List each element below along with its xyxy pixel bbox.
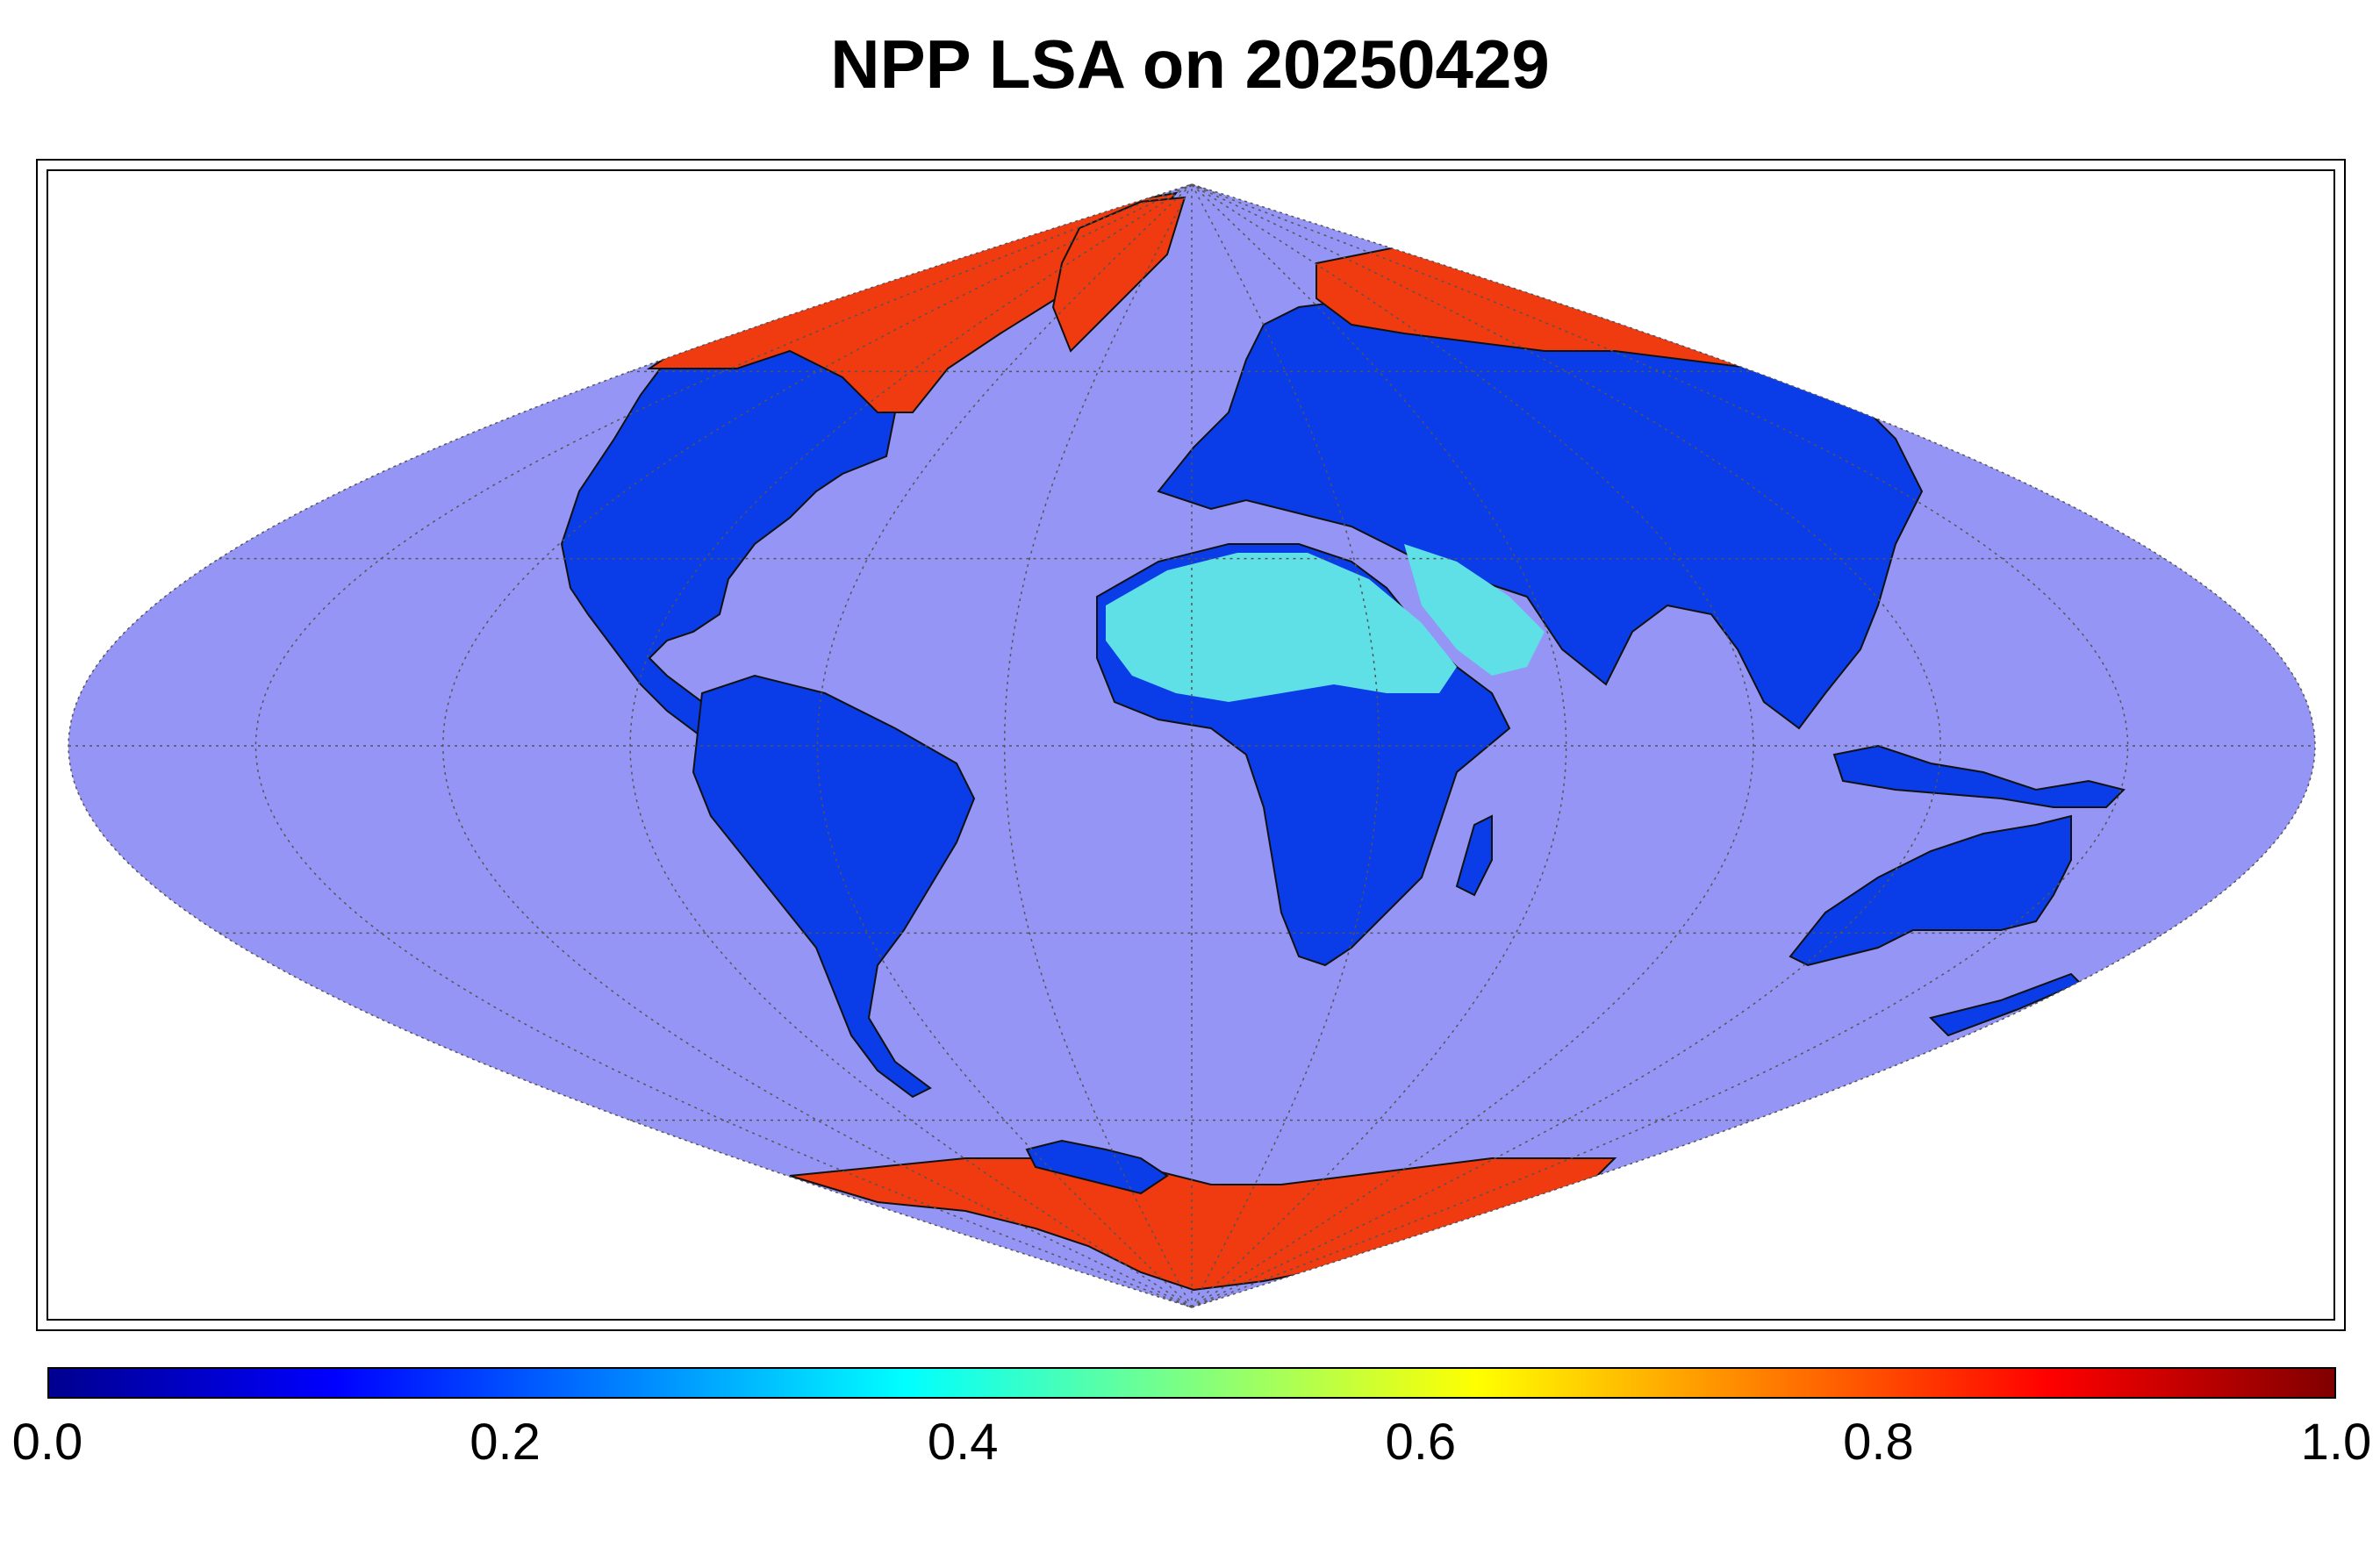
indonesia-land <box>1832 744 2126 808</box>
map-title: NPP LSA on 20250429 <box>830 25 1550 103</box>
globe-outline <box>68 183 2316 1308</box>
antarctic-peninsula-land <box>1025 1139 1169 1195</box>
colorbar-tick-label: 1.0 <box>2300 1414 2372 1471</box>
sahara-desert <box>1106 553 1457 702</box>
colorbar-tick-label: 0.0 <box>11 1414 83 1471</box>
australia-land <box>1789 814 2072 967</box>
arabia-desert <box>1404 544 1545 676</box>
madagascar-land <box>1455 814 1493 897</box>
graticule-lines <box>68 183 2315 1308</box>
meridian-line <box>1191 183 1754 1308</box>
meridian-line <box>1191 183 1380 1308</box>
meridian-line <box>1003 183 1193 1308</box>
meridian-line <box>629 183 1193 1308</box>
map-frame-outer <box>36 159 2346 1331</box>
meridian-line <box>1191 183 1942 1308</box>
map-frame-inner <box>47 169 2335 1321</box>
colorbar-tick-label: 0.4 <box>927 1414 999 1471</box>
meridian-line <box>441 183 1193 1308</box>
colorbar-tick-label: 0.8 <box>1843 1414 1914 1471</box>
south-america-land <box>692 674 976 1099</box>
colorbar <box>47 1367 2336 1399</box>
greenland-snow <box>1051 196 1186 353</box>
colorbar-tick-label: 0.2 <box>470 1414 541 1471</box>
land-layer <box>560 191 2126 1292</box>
colorbar-tick-label: 0.6 <box>1385 1414 1457 1471</box>
